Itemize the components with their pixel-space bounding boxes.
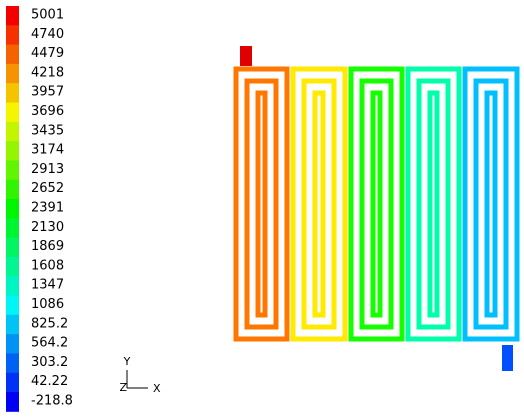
colorbar-label: 4218	[31, 65, 64, 80]
colorbar-band	[6, 315, 19, 335]
colorbar-label: 3435	[31, 123, 64, 138]
channel-inner	[362, 81, 391, 327]
colorbar-band	[6, 122, 19, 142]
triad-x: X	[153, 382, 161, 395]
colorbar-label: 564.2	[31, 336, 68, 351]
colorbar-label: 4479	[31, 46, 64, 61]
colorbar-label: 1347	[31, 278, 64, 293]
colorbar-band	[6, 296, 19, 316]
triad-y: Y	[123, 355, 131, 368]
channel-outer	[236, 69, 287, 339]
channel-outer	[465, 69, 517, 339]
channel-inner	[476, 81, 506, 327]
colorbar-band	[6, 6, 19, 26]
colorbar-label: 2913	[31, 162, 64, 177]
channel-inner	[419, 81, 448, 327]
colorbar-band	[6, 45, 19, 65]
colorbar-label: 2391	[31, 201, 64, 216]
channel-core	[315, 93, 323, 315]
colorbar-band	[6, 373, 19, 393]
axis-triad	[127, 370, 148, 388]
channel-outer	[293, 69, 345, 339]
channel-core	[373, 93, 380, 315]
colorbar-band	[6, 276, 19, 296]
colorbar-band	[6, 218, 19, 238]
outlet	[502, 345, 513, 371]
colorbar-band	[6, 83, 19, 103]
colorbar-label: 303.2	[31, 355, 68, 370]
colorbar-band	[6, 199, 19, 219]
channel-core	[487, 93, 495, 315]
colorbar-band	[6, 180, 19, 200]
colorbar-label: 2130	[31, 220, 64, 235]
channel-outer	[351, 69, 402, 339]
colorbar-band	[6, 103, 19, 123]
colorbar-band	[6, 334, 19, 354]
colorbar-band	[6, 257, 19, 277]
colorbar-label: 1869	[31, 239, 64, 254]
inlet	[240, 46, 252, 66]
colorbar-band	[6, 392, 19, 412]
colorbar-label: 2652	[31, 181, 64, 196]
colorbar-label: -218.8	[31, 394, 73, 409]
colorbar-label: 4740	[31, 27, 64, 42]
colorbar-band	[6, 238, 19, 258]
colorbar-label: 3696	[31, 104, 64, 119]
triad-z: Z	[119, 381, 127, 394]
colorbar-label: 1608	[31, 258, 64, 273]
colorbar-label: 42.22	[31, 374, 68, 389]
channel-inner	[304, 81, 334, 327]
serpentine-channel	[236, 69, 517, 339]
colorbar-band	[6, 160, 19, 180]
colorbar-band	[6, 141, 19, 161]
colorbar-band	[6, 64, 19, 84]
colorbar-labels: 5001 4740 4479 4218 3957 3696 3435 3174 2913 2652…	[31, 8, 73, 409]
colorbar-label: 3174	[31, 143, 64, 158]
colorbar-label: 3957	[31, 85, 64, 100]
channel-inner	[247, 81, 276, 327]
channel-core	[430, 93, 437, 315]
contour-view: 5001 4740 4479 4218 3957 3696 3435 3174 2913 2652…	[0, 0, 524, 414]
channel-core	[258, 93, 265, 315]
colorbar-band	[6, 25, 19, 45]
colorbar-label: 5001	[31, 8, 64, 23]
colorbar	[6, 6, 19, 412]
channel-outer	[408, 69, 459, 339]
colorbar-band	[6, 353, 19, 373]
colorbar-label: 825.2	[31, 316, 68, 331]
colorbar-label: 1086	[31, 297, 64, 312]
